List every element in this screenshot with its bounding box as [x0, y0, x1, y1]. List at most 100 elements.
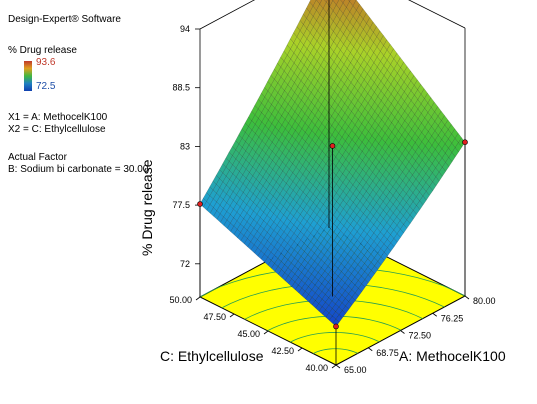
surface-cell	[277, 261, 285, 270]
surface-cell	[359, 169, 367, 179]
surface-cell	[402, 184, 410, 195]
contour-line	[312, 348, 358, 354]
surface-cell	[335, 142, 343, 153]
surface-cell	[220, 216, 228, 226]
surface-cell	[279, 188, 287, 198]
surface-cell	[411, 142, 419, 153]
surface-cell	[362, 190, 370, 201]
surface-cell	[307, 92, 315, 103]
y-tick-label: 50.00	[169, 295, 192, 305]
surface-cell	[271, 263, 279, 272]
surface-cell	[354, 119, 362, 130]
surface-cell	[319, 177, 327, 188]
surface-cell	[311, 292, 319, 301]
actual-factor-heading: Actual Factor	[8, 152, 67, 163]
surface-cell	[405, 170, 413, 181]
surface-cell	[297, 264, 305, 273]
surface-cell	[308, 120, 316, 131]
surface-cell	[307, 232, 315, 242]
surface-cell	[244, 116, 253, 127]
surface-cell	[281, 256, 289, 265]
surface-cell	[348, 120, 356, 131]
surface-cell	[375, 143, 383, 154]
surface-cell	[290, 42, 298, 54]
surface-cell	[255, 127, 263, 138]
surface-cell	[335, 132, 343, 143]
surface-cell	[318, 306, 326, 315]
surface-cell	[232, 185, 241, 196]
surface-cell	[409, 183, 417, 194]
surface-cell	[401, 139, 409, 150]
surface-cell	[280, 80, 289, 91]
surface-cell	[376, 231, 385, 241]
surface-cell	[284, 103, 292, 114]
x-tick	[335, 364, 341, 369]
surface-cell	[203, 201, 211, 211]
surface-cell	[308, 157, 317, 168]
design-point	[462, 139, 468, 145]
surface-cell	[314, 80, 322, 92]
surface-cell	[306, 11, 314, 23]
surface-cell	[291, 101, 299, 113]
surface-cell	[373, 56, 381, 68]
surface-cell	[342, 194, 351, 205]
surface-cell	[348, 0, 351, 2]
surface-cell	[405, 161, 413, 172]
surface-cell	[297, 255, 305, 265]
z-tick-label: 72	[180, 259, 190, 269]
surface-cell	[404, 124, 412, 135]
surface-cell	[296, 205, 304, 215]
y-tick	[229, 313, 235, 318]
surface-cell	[318, 283, 326, 292]
surface-cell	[303, 38, 311, 50]
surface-cell	[279, 197, 287, 207]
surface-cell	[398, 162, 406, 173]
surface-cell	[348, 130, 356, 141]
surface-cell	[258, 149, 266, 160]
surface-cell	[309, 166, 317, 177]
surface-cell	[275, 149, 283, 159]
surface-cell	[408, 128, 416, 139]
surface-cell	[284, 275, 292, 284]
surface-cell	[343, 212, 351, 222]
surface-cell	[330, 51, 338, 63]
surface-cell	[296, 40, 304, 52]
surface-cell	[284, 94, 292, 105]
surface-cell	[428, 163, 436, 174]
surface-cell	[295, 170, 304, 181]
surface-cell	[336, 39, 344, 51]
surface-cell	[332, 156, 340, 167]
surface-cell	[332, 0, 334, 1]
surface-cell	[306, 42, 315, 54]
surface-cell	[313, 20, 321, 32]
surface-cell	[419, 195, 427, 206]
surface-cell	[395, 149, 403, 160]
surface-cell	[277, 96, 285, 107]
surface-cell	[318, 141, 326, 152]
surface-cell	[438, 166, 446, 177]
surface-cell	[306, 224, 315, 234]
surface-cell	[305, 293, 313, 303]
surface-cell	[342, 159, 350, 169]
surface-cell	[419, 186, 427, 197]
surface-cell	[319, 195, 327, 205]
surface-cell	[395, 167, 403, 178]
surface-cell	[284, 259, 292, 269]
surface-cell	[282, 156, 290, 166]
surface-cell	[383, 247, 392, 257]
surface-cell	[281, 128, 289, 139]
software-title: Design-Expert® Software	[8, 14, 121, 25]
surface-cell	[280, 248, 288, 257]
surface-cell	[275, 130, 283, 141]
response-high-value: 93.6	[36, 57, 56, 68]
surface-cell	[381, 142, 389, 153]
surface-cell	[270, 254, 279, 264]
surface-cell	[356, 14, 364, 26]
surface-cell	[356, 24, 364, 36]
surface-cell	[388, 150, 396, 161]
surface-cell	[301, 290, 309, 300]
surface-cell	[315, 303, 323, 312]
surface-cell	[315, 287, 323, 297]
surface-cell	[254, 247, 262, 257]
